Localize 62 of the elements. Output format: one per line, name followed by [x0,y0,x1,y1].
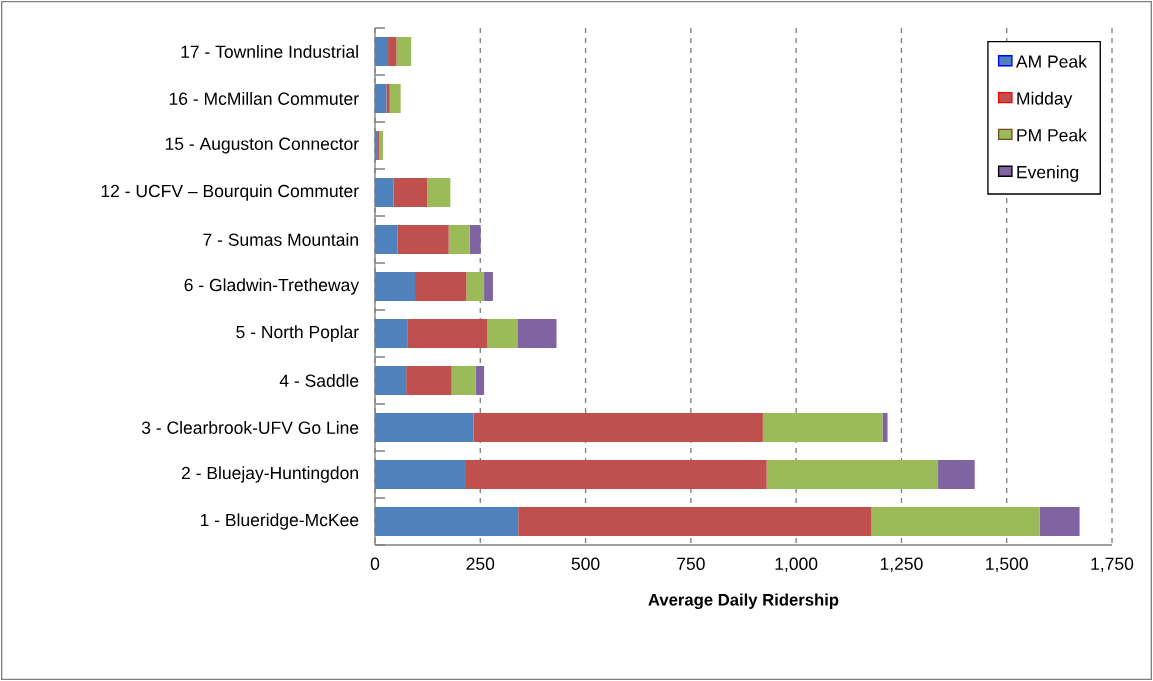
bar [475,365,485,395]
bar [517,318,557,348]
bar [469,224,481,254]
x-axis-title: Average Daily Ridership [648,593,839,610]
y-tick-label: 17 - Townline Industrial [181,45,358,58]
bar [375,224,398,254]
bar [451,365,476,395]
bar [766,459,939,489]
y-tick-label: 1 - Blueridge-McKee [200,513,359,530]
bar [389,83,401,113]
bar [473,413,763,442]
legend-label: Evening [1017,165,1079,182]
legend-label: Midday [1017,91,1073,109]
bar [407,318,488,348]
bar [375,459,466,489]
bar [375,506,519,536]
bar [375,365,407,395]
y-tick-label: 12 - UCFV – Bourquin Commuter [101,184,359,201]
y-tick-label: 5 - North Poplar [236,325,359,342]
bar [397,224,449,254]
x-tick-label: 750 [677,557,705,570]
bar [375,36,389,66]
bar [448,224,470,254]
x-tick-label: 250 [466,557,495,570]
bar [375,83,387,113]
bar [388,36,397,66]
bar [487,318,518,348]
bar [375,413,474,442]
bar [415,272,467,301]
x-tick-label: 1,750 [1091,557,1134,573]
y-tick-label: 3 - Clearbrook-UFV Go Line [141,421,359,434]
bar [406,365,452,395]
bar [375,318,408,348]
bar [375,177,394,207]
bar [762,413,883,442]
bar [465,459,767,489]
legend-label: PM Peak [1017,128,1087,142]
x-tick-label: 1,000 [775,557,818,573]
bar [466,272,485,301]
y-tick-label: 16 - McMillan Commuter [169,92,359,105]
y-tick-label: 15 - Auguston Connector [165,137,359,154]
x-tick-label: 1,500 [986,557,1028,573]
bar [518,506,872,536]
x-tick-label: 500 [571,557,600,570]
bar [379,131,384,160]
bar [396,36,412,66]
bar [427,177,451,207]
bar [386,83,390,113]
y-tick-label: 4 - Saddle [279,374,359,387]
bar [484,272,493,301]
y-tick-label: 7 - Sumas Mountain [203,233,358,246]
x-tick-label: 1,250 [880,557,923,573]
y-tick-label: 6 - Gladwin-Tretheway [184,278,360,295]
legend-label: AM Peak [1015,54,1087,68]
bar [882,413,888,442]
bar [393,177,428,207]
x-tick-label: 0 [370,557,380,570]
bar [1039,506,1080,536]
bar [938,459,975,489]
bar [871,506,1040,536]
bar [375,272,416,301]
y-tick-label: 2 - Bluejay-Huntingdon [181,466,358,483]
